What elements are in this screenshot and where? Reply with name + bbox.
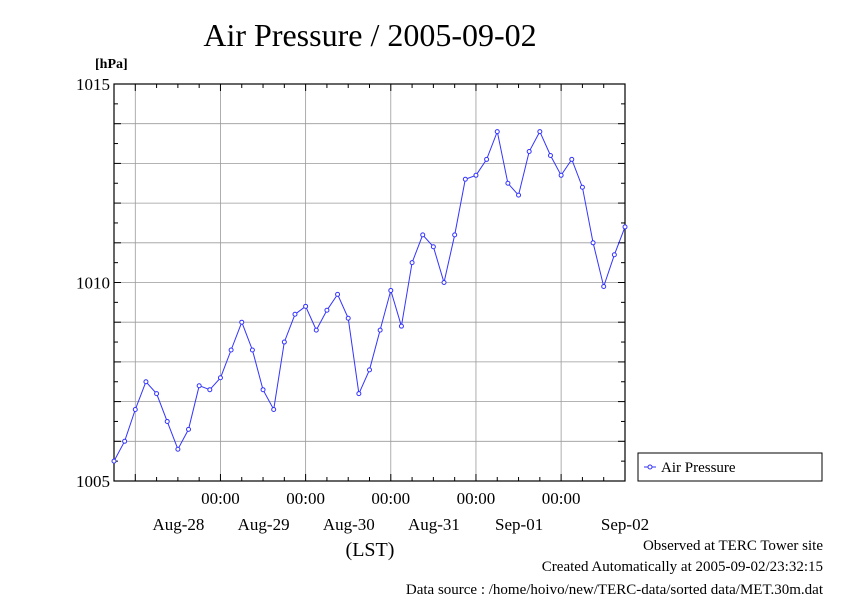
x-axis-label: (LST) [346, 539, 395, 561]
data-point [164, 418, 170, 424]
series-layer [111, 129, 628, 464]
x-time-label: 00:00 [371, 489, 410, 508]
data-point [186, 426, 192, 432]
data-point [558, 172, 564, 178]
series-line [113, 129, 626, 462]
data-point [505, 180, 511, 186]
data-point [281, 339, 287, 345]
legend-label: Air Pressure [661, 460, 736, 476]
x-date-label: Aug-28 [152, 515, 204, 534]
data-point [484, 156, 490, 162]
data-point [228, 347, 234, 353]
data-point [452, 232, 458, 238]
plot-frame [113, 83, 626, 482]
data-point [420, 232, 426, 238]
data-point [122, 438, 128, 444]
y-tick-label: 1010 [76, 274, 110, 293]
y-tick-labels: 1005 1010 1015 [76, 75, 110, 491]
x-date-label: Aug-31 [408, 515, 460, 534]
y-tick-label: 1015 [76, 75, 110, 94]
legend-box [637, 452, 823, 482]
data-point [441, 280, 447, 285]
data-point [111, 458, 117, 464]
y-axis-unit: [hPa] [95, 57, 128, 72]
data-point [356, 391, 362, 397]
data-point [313, 327, 319, 333]
x-time-label: 00:00 [457, 489, 496, 508]
data-point [196, 383, 202, 389]
footer-created: Created Automatically at 2005-09-02/23:3… [542, 559, 823, 575]
data-point [345, 315, 351, 321]
x-time-label: 00:00 [286, 489, 325, 508]
data-point [537, 129, 543, 135]
x-tick-labels: 00:00 Aug-28 00:00 Aug-29 00:00 Aug-30 00:00 Au… [152, 489, 649, 534]
data-point [526, 148, 532, 154]
x-date-label: Aug-30 [323, 515, 375, 534]
x-date-label: Sep-01 [495, 515, 543, 534]
data-point [271, 407, 277, 413]
data-point [516, 192, 522, 198]
data-point [175, 446, 181, 452]
chart-title: Air Pressure / 2005-09-02 [203, 17, 536, 53]
x-date-label: Sep-02 [601, 515, 649, 534]
data-point [367, 367, 372, 373]
data-point [335, 291, 341, 297]
data-point [569, 156, 575, 162]
data-point [132, 407, 138, 413]
data-point [388, 287, 394, 293]
data-point [154, 391, 160, 397]
data-point [494, 129, 500, 135]
data-point [430, 244, 436, 250]
data-point [377, 327, 383, 333]
grid [114, 84, 625, 481]
legend-marker-swatch [647, 464, 653, 470]
x-time-label: 00:00 [201, 489, 240, 508]
y-tick-label: 1005 [76, 472, 110, 491]
data-point [409, 260, 415, 266]
data-point [324, 307, 330, 313]
legend: Air Pressure [637, 452, 823, 482]
data-point [601, 283, 607, 289]
data-point [217, 375, 223, 381]
data-point [143, 379, 149, 385]
x-time-label: 00:00 [542, 489, 581, 508]
footer-observed: Observed at TERC Tower site [643, 538, 823, 554]
data-point [207, 387, 213, 393]
tick-marks [114, 83, 625, 482]
data-point [590, 240, 596, 246]
data-point [260, 387, 266, 393]
footer-source: Data source : /home/hoivo/new/TERC-data/… [406, 582, 824, 595]
data-point [622, 224, 628, 230]
data-point [303, 303, 309, 309]
data-point [579, 184, 585, 190]
data-point [611, 252, 617, 258]
data-point [398, 323, 404, 329]
data-point [462, 176, 468, 182]
x-date-label: Aug-29 [238, 515, 290, 534]
data-point [249, 347, 255, 353]
data-point [473, 172, 479, 178]
data-point [292, 311, 298, 317]
data-point [239, 319, 245, 325]
data-point [547, 152, 553, 158]
